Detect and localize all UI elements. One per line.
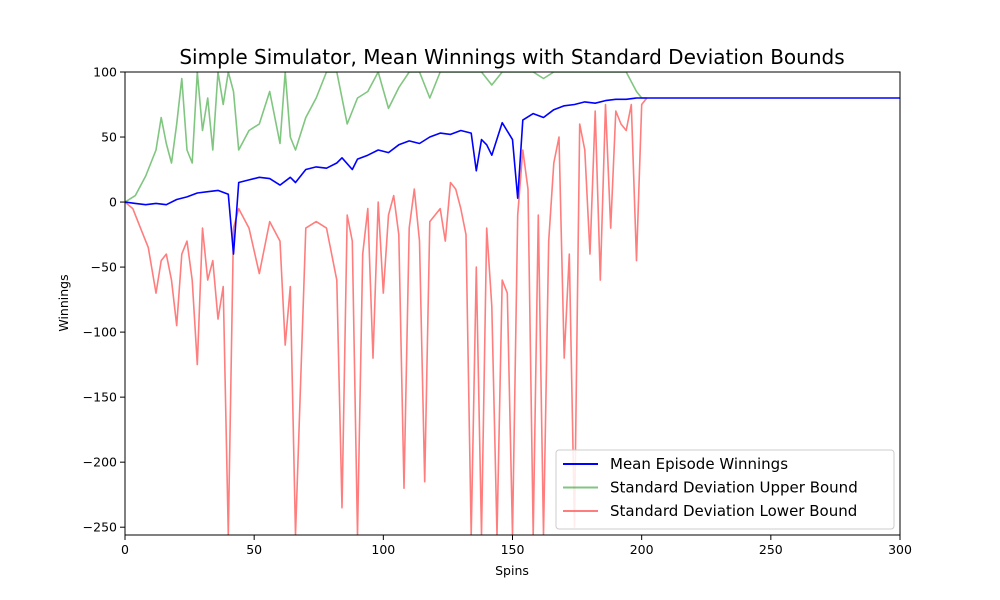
lower-bound-line xyxy=(125,97,648,535)
y-axis-label: Winnings xyxy=(56,274,71,331)
x-axis: 0 50 100 150 200 250 300 xyxy=(121,535,912,557)
legend: Mean Episode Winnings Standard Deviation … xyxy=(555,449,895,530)
legend-label: Mean Episode Winnings xyxy=(610,455,788,473)
legend-label: Standard Deviation Upper Bound xyxy=(610,479,858,497)
x-tick-label: 150 xyxy=(501,542,525,557)
mean-winnings-line xyxy=(125,97,900,255)
x-tick-label: 250 xyxy=(759,542,783,557)
x-tick-label: 200 xyxy=(630,542,654,557)
y-tick-label: −150 xyxy=(83,390,117,405)
x-tick-label: 50 xyxy=(246,542,262,557)
chart-title: Simple Simulator, Mean Winnings with Sta… xyxy=(179,45,844,69)
series-layer xyxy=(125,72,900,535)
y-tick-label: −100 xyxy=(83,325,117,340)
y-axis: −250 −200 −150 −100 −50 0 50 100 xyxy=(83,65,125,535)
upper-bound-line xyxy=(125,72,647,203)
legend-label: Standard Deviation Lower Bound xyxy=(610,502,857,520)
y-tick-label: 100 xyxy=(93,65,117,80)
x-axis-label: Spins xyxy=(495,563,529,578)
legend-box xyxy=(555,449,895,530)
x-tick-label: 300 xyxy=(888,542,912,557)
y-tick-label: 50 xyxy=(101,130,117,145)
y-tick-label: 0 xyxy=(109,195,117,210)
x-tick-label: 0 xyxy=(121,542,129,557)
y-tick-label: −250 xyxy=(83,520,117,535)
x-tick-label: 100 xyxy=(371,542,395,557)
y-tick-label: −200 xyxy=(83,455,117,470)
y-tick-label: −50 xyxy=(91,260,117,275)
